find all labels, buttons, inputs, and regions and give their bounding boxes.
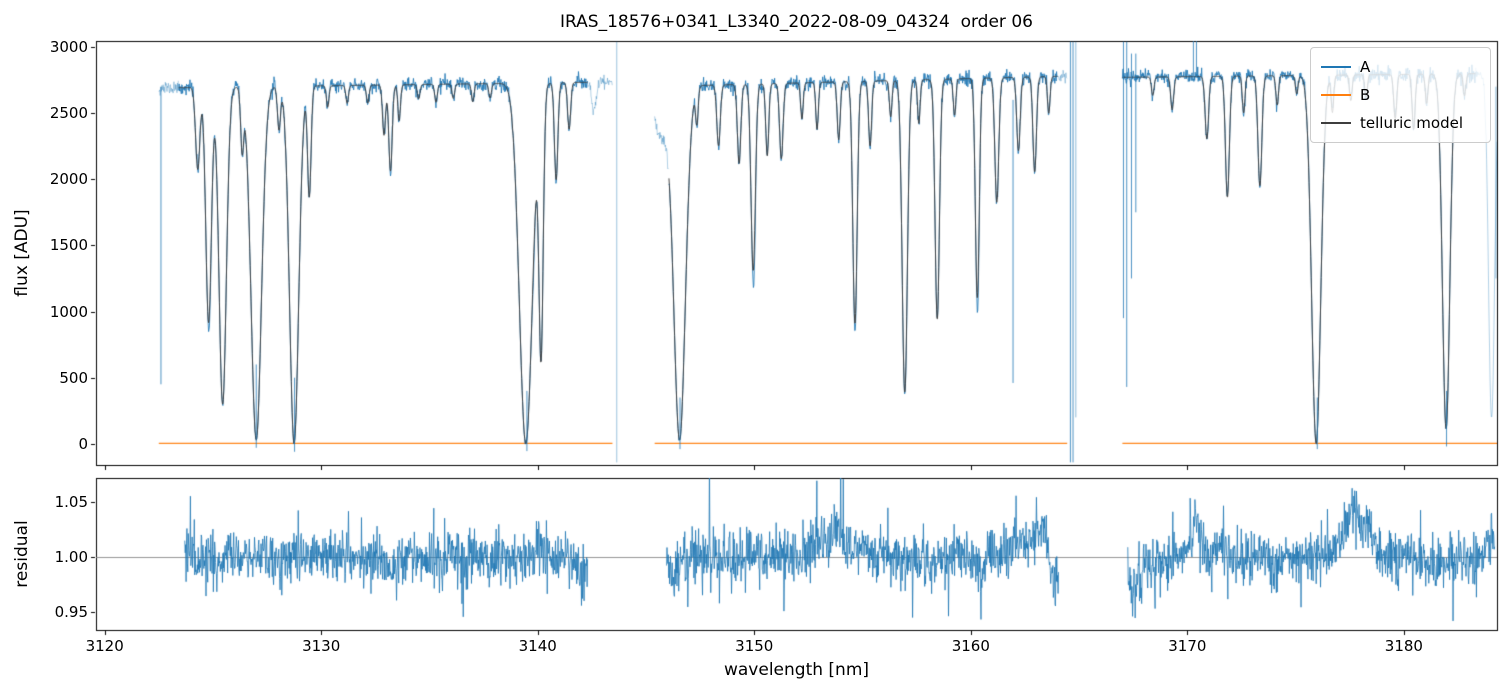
flux-tick-label: 2500: [49, 104, 88, 123]
flux-tick-label: 1500: [49, 236, 88, 255]
residual-tick-label: 0.95: [54, 603, 88, 622]
x-tick-label: 3150: [735, 637, 774, 655]
legend-item-telluric-model: telluric model: [1321, 109, 1480, 137]
x-tick-label: 3130: [302, 637, 341, 655]
flux-tick-label: 1000: [49, 302, 88, 321]
residual-tick-label: 1.00: [54, 548, 88, 567]
legend-label-a: A: [1360, 58, 1371, 76]
x-tick-label: 3160: [951, 637, 990, 655]
residual-tick-label: 1.05: [54, 493, 88, 512]
flux-tick-label: 3000: [49, 37, 88, 56]
legend-label-b: B: [1360, 86, 1371, 104]
chart-title: IRAS_18576+0341_L3340_2022-08-09_04324 o…: [560, 12, 1033, 32]
legend-item-b: B: [1321, 81, 1480, 109]
x-tick-label: 3170: [1168, 637, 1207, 655]
x-axis-label: wavelength [nm]: [723, 660, 870, 680]
legend-item-a: A: [1321, 53, 1480, 81]
series-telluric-swatch: [1321, 122, 1351, 124]
flux-tick-label: 2000: [49, 170, 88, 189]
flux-tick-label: 500: [59, 368, 88, 387]
legend-label-telluric-model: telluric model: [1360, 114, 1464, 132]
legend: A B telluric model: [1310, 47, 1491, 143]
x-tick-label: 3140: [518, 637, 557, 655]
series-b-swatch: [1321, 94, 1351, 96]
x-tick-label: 3120: [85, 637, 124, 655]
flux-tick-label: 0: [78, 434, 88, 453]
x-tick-label: 3180: [1384, 637, 1423, 655]
series-a-swatch: [1321, 66, 1351, 68]
